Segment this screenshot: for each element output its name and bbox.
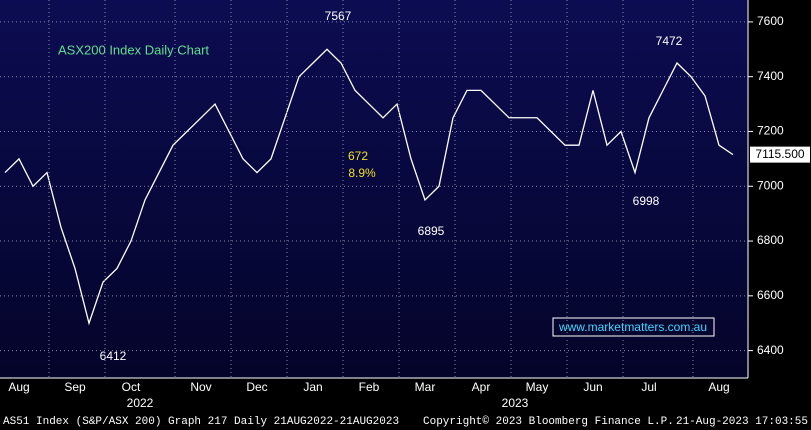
annotation: 7567 [325,9,352,23]
x-tick-label: Mar [415,380,436,394]
footer-right: 21-Aug-2023 17:03:55 [676,416,808,428]
y-tick-label: 6800 [757,233,784,247]
x-tick-label: Jun [583,380,602,394]
price-line [4,48,734,326]
x-tick-label: Apr [472,380,491,394]
y-tick-label: 7000 [757,178,784,192]
y-tick-label: 7600 [757,14,784,28]
annotation: 6895 [418,224,445,238]
website: www.marketmatters.com.au [558,320,707,334]
x-tick-label: May [526,380,549,394]
footer-middle: Copyright© 2023 Bloomberg Finance L.P. [423,416,674,428]
x-tick-label: Aug [8,380,29,394]
y-axis-area [748,0,811,410]
year-label: 2022 [127,396,154,410]
x-tick-label: Dec [246,380,267,394]
x-tick-label: Nov [190,380,211,394]
price-tag: 7115.500 [755,147,804,161]
y-tick-label: 6400 [757,343,784,357]
annotation: 7472 [656,34,683,48]
y-tick-label: 7200 [757,124,784,138]
chart-title: ASX200 Index Daily Chart [58,42,209,57]
y-tick-label: 7400 [757,69,784,83]
plot-area [0,0,748,378]
footer-left: AS51 Index (S&P/ASX 200) Graph 217 Daily… [3,416,399,428]
x-axis-area [0,378,748,410]
annotation: 6998 [633,194,660,208]
website-box [552,317,715,337]
annotation: 672 [348,149,368,163]
x-tick-label: Aug [708,380,729,394]
x-tick-label: Oct [122,380,141,394]
year-label: 2023 [502,396,529,410]
x-tick-label: Sep [64,380,86,394]
price-tag-box [750,146,810,163]
x-tick-label: Feb [359,380,380,394]
x-tick-label: Jan [303,380,322,394]
annotation: 6412 [100,349,127,363]
annotation: 8.9% [348,166,376,180]
x-tick-label: Jul [641,380,656,394]
y-tick-label: 6600 [757,288,784,302]
